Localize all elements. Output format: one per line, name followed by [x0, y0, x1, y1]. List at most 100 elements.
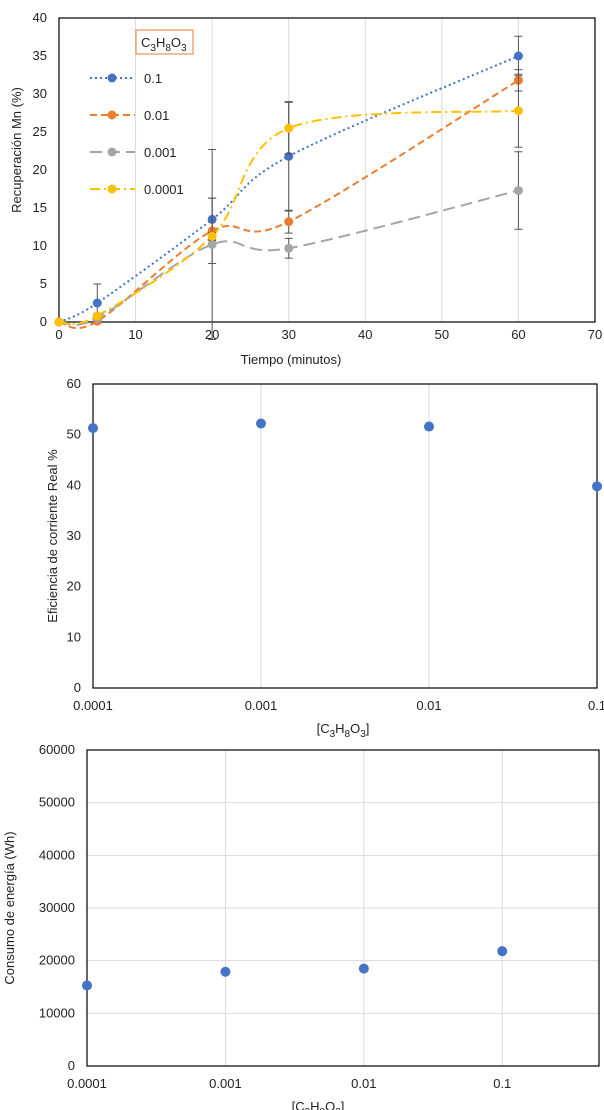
legend-title-text-1: O [171, 35, 181, 50]
legend-marker [107, 184, 117, 194]
legend-title: C3H8O3​ [141, 35, 187, 54]
chart-consumo-energia: 0.0001 0.001 0.01 0.1 0 10000 20000 30000 40000 5… [2, 742, 600, 1110]
plot-frame [58, 17, 596, 323]
x-axis-label-sub-2: 3 [335, 1107, 341, 1110]
x-axis-label-text-2: ] [366, 721, 370, 736]
x-tick-label: 0.0001 [67, 1076, 107, 1091]
y-tick-label: 20000 [39, 953, 75, 968]
x-tick-label: 0.1 [588, 698, 604, 713]
x-tick-label: 40 [358, 327, 372, 342]
y-tick-label: 50 [67, 427, 81, 442]
y-tick-label: 60000 [39, 742, 75, 757]
x-axis-label-text-0: H [335, 721, 344, 736]
x-tick-label: 0.001 [245, 698, 278, 713]
legend-title-box [135, 29, 194, 55]
x-tick-label: 30 [281, 327, 295, 342]
x-axis-label-sub-0: 3 [330, 729, 336, 740]
legend-label: 0.0001 [144, 182, 184, 197]
y-tick-label: 40 [67, 477, 81, 492]
x-axis-label: [C3H8O3] [317, 721, 370, 740]
y-axis-label: Consumo de energía (Wh) [2, 831, 17, 984]
data-point [497, 946, 508, 957]
y-tick-label: 40 [33, 10, 47, 25]
y-tick-label: 30 [67, 528, 81, 543]
plot-frame [86, 749, 600, 1067]
x-axis-label-text-1: O [350, 721, 360, 736]
y-tick-label: 35 [33, 48, 47, 63]
x-axis-label-base: [C [317, 721, 330, 736]
series-0.0001 [54, 73, 523, 327]
x-axis-label-text-0: H [310, 1099, 319, 1110]
y-axis-label: Eficiencia de corriente Real % [45, 449, 60, 623]
y-axis-label: Recuperación Mn (%) [9, 87, 24, 213]
y-tick-label: 0 [68, 1058, 75, 1073]
legend-title-base: C [141, 35, 150, 50]
legend-title-text-0: H [156, 35, 165, 50]
legend-label: 0.01 [144, 108, 169, 123]
y-tick-label: 0 [74, 680, 81, 695]
data-point [284, 123, 294, 133]
y-tick-label: 10 [67, 629, 81, 644]
y-tick-label: 25 [33, 124, 47, 139]
x-axis-label-sub-1: 8 [320, 1107, 326, 1110]
series-line [58, 109, 519, 325]
y-tick-label: 20 [67, 579, 81, 594]
data-point [424, 421, 434, 432]
x-tick-label: 0.01 [351, 1076, 376, 1091]
x-tick-label: 0.0001 [73, 698, 113, 713]
y-tick-label: 40000 [39, 847, 75, 862]
x-axis-label-sub-2: 3 [360, 729, 366, 740]
y-tick-label: 30000 [39, 900, 75, 915]
x-axis-label-sub-0: 3 [305, 1107, 311, 1110]
data-point [88, 423, 98, 434]
legend-label: 0.1 [144, 71, 162, 86]
data-point [220, 966, 231, 977]
y-tick-label: 10 [33, 238, 47, 253]
data-point [92, 298, 102, 308]
x-tick-label: 60 [511, 327, 525, 342]
legend-title-sub-1: 8 [165, 43, 171, 54]
y-tick-label: 50000 [39, 795, 75, 810]
y-tick-label: 20 [33, 162, 47, 177]
y-tick-label: 0 [40, 314, 47, 329]
y-tick-label: 10000 [39, 1005, 75, 1020]
data-point [92, 311, 102, 321]
x-axis-label-text-1: O [325, 1099, 335, 1110]
data-point [256, 418, 266, 429]
data-point [284, 243, 294, 253]
legend-marker [107, 110, 117, 120]
x-tick-label: 70 [588, 327, 602, 342]
data-point [54, 317, 64, 327]
data-point [82, 980, 92, 991]
x-tick-label: 0.01 [416, 698, 441, 713]
y-tick-label: 5 [40, 276, 47, 291]
x-axis-label: [C3H8O3] [292, 1099, 345, 1110]
plot-frame [92, 383, 598, 689]
x-axis-label: Tiempo (minutos) [241, 352, 342, 367]
chart-eficiencia-corriente: 0.0001 0.001 0.01 0.10102030405060[C3H8O3]E… [45, 376, 604, 740]
y-tick-label: 15 [33, 200, 47, 215]
legend-title-sub-2: 3 [181, 43, 187, 54]
x-tick-label: 0 [55, 327, 62, 342]
x-axis-label-sub-1: 8 [345, 729, 351, 740]
data-point [358, 963, 369, 974]
legend-marker [107, 147, 117, 157]
legend-title-sub-0: 3 [150, 43, 156, 54]
x-axis-label-base: [C [292, 1099, 305, 1110]
y-tick-label: 30 [33, 86, 47, 101]
legend-label: 0.001 [144, 145, 177, 160]
legend: C3H8O3​ 0.1 0.01 0.001 0.0001 [90, 29, 194, 197]
y-tick-label: 60 [67, 376, 81, 391]
data-point [513, 186, 523, 196]
data-point [207, 231, 217, 241]
data-point [513, 106, 523, 116]
data-point [592, 481, 602, 492]
x-tick-label: 50 [435, 327, 449, 342]
data-point [207, 239, 217, 249]
data-point [284, 217, 294, 227]
legend-marker [107, 73, 117, 83]
x-tick-label: 0.001 [209, 1076, 242, 1091]
x-tick-label: 10 [128, 327, 142, 342]
